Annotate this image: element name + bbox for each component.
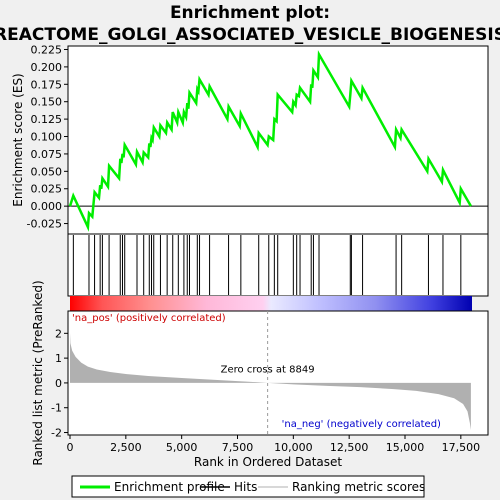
- legend-label: Hits: [234, 480, 257, 494]
- metric-panel-frame: [67, 310, 489, 436]
- chart-title-line1: Enrichment plot:: [170, 3, 330, 23]
- ranking-color-bar: [70, 296, 472, 311]
- x-tick-label: 12,500: [330, 441, 369, 454]
- es-panel: -0.025 0.000 0.025 0.050 0.075 0.100 0.125 0.15…: [27, 43, 489, 235]
- metric-y-tick-label: -1: [51, 402, 62, 415]
- es-panel-frame: [67, 45, 489, 235]
- enrichment-profile-line: [68, 50, 472, 232]
- x-tick-label: 5,000: [166, 441, 198, 454]
- ranking-metric-area: [70, 333, 471, 430]
- legend-label: Enrichment profile: [114, 480, 225, 494]
- metric-panel: -2 -1 0 1 2 'na_pos' (positively correlated)…: [51, 310, 489, 440]
- metric-y-axis-label: Ranked list metric (PreRanked): [31, 280, 45, 465]
- metric-y-tick-label: -2: [51, 427, 62, 440]
- es-y-tick-label: 0.075: [31, 148, 63, 161]
- es-y-tick-label: 0.100: [31, 131, 63, 144]
- metric-y-tick-label: 0: [55, 377, 62, 390]
- es-y-tick-label: 0.175: [31, 78, 63, 91]
- metric-y-axis: -2 -1 0 1 2: [51, 327, 68, 440]
- x-tick-label: 2,500: [110, 441, 142, 454]
- es-y-tick-label: 0.000: [31, 200, 63, 213]
- x-tick-label: 17,500: [442, 441, 481, 454]
- metric-y-tick-label: 1: [55, 352, 62, 365]
- legend-label: Ranking metric scores: [292, 480, 425, 494]
- es-y-tick-label: 0.225: [31, 43, 63, 56]
- es-y-tick-label: 0.125: [31, 113, 63, 126]
- es-y-tick-label: 0.050: [31, 165, 63, 178]
- x-tick-label: 10,000: [274, 441, 313, 454]
- positive-label: 'na_pos' (positively correlated): [72, 313, 226, 324]
- x-tick-label: 0: [67, 441, 74, 454]
- es-y-tick-label: 0.200: [31, 61, 63, 74]
- x-axis: 0 2,500 5,000 7,500 10,000 12,500 15,000 17,500: [67, 435, 481, 454]
- x-tick-label: 15,000: [386, 441, 425, 454]
- es-y-axis-label: Enrichment score (ES): [11, 73, 25, 206]
- zero-cross-label: Zero cross at 8849: [221, 365, 315, 376]
- x-axis-label: Rank in Ordered Dataset: [194, 455, 342, 469]
- hit-lines: [72, 235, 462, 295]
- legend-frame: [71, 475, 425, 498]
- legend: Enrichment profile Hits Ranking metric sco…: [71, 475, 425, 498]
- es-y-tick-label: -0.025: [27, 218, 62, 231]
- es-y-tick-label: 0.025: [31, 183, 63, 196]
- negative-label: 'na_neg' (negatively correlated): [282, 419, 441, 430]
- hits-panel: [67, 233, 489, 297]
- metric-y-tick-label: 2: [55, 327, 62, 340]
- chart-title-line2: REACTOME_GOLGI_ASSOCIATED_VESICLE_BIOGEN…: [0, 25, 500, 45]
- es-y-tick-label: 0.150: [31, 96, 63, 109]
- x-tick-label: 7,500: [222, 441, 254, 454]
- es-y-axis: -0.025 0.000 0.025 0.050 0.075 0.100 0.125 0.15…: [27, 43, 68, 231]
